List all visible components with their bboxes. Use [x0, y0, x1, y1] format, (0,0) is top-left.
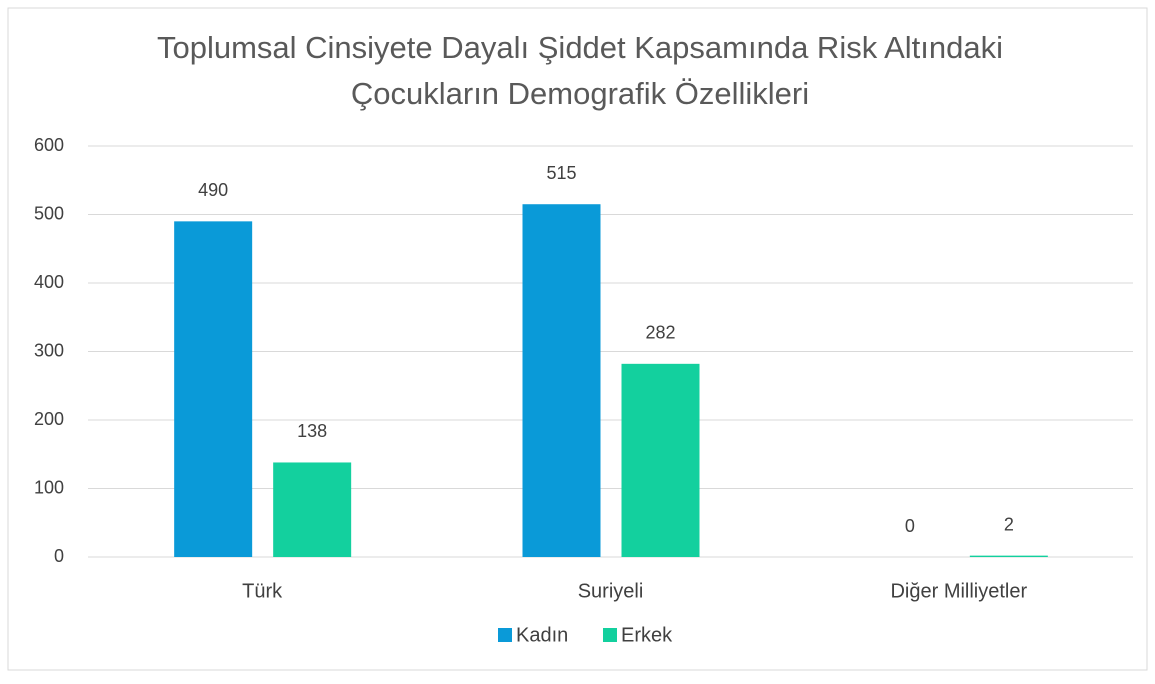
bar [621, 363, 700, 557]
y-tick-label: 600 [34, 135, 64, 155]
bar [273, 462, 352, 557]
bar [522, 204, 601, 557]
x-tick-label: Türk [242, 580, 283, 602]
data-label: 282 [645, 323, 675, 343]
legend-swatch [498, 628, 512, 642]
data-label: 2 [1004, 514, 1014, 534]
y-tick-label: 500 [34, 203, 64, 223]
chart-title: Çocukların Demografik Özellikleri [351, 76, 809, 111]
y-tick-label: 0 [54, 546, 64, 566]
legend-label: Erkek [621, 624, 673, 646]
data-label: 490 [198, 180, 228, 200]
x-tick-label: Suriyeli [578, 580, 644, 602]
y-tick-label: 400 [34, 272, 64, 292]
y-tick-label: 200 [34, 409, 64, 429]
data-label: 0 [905, 516, 915, 536]
legend-swatch [603, 628, 617, 642]
bar [174, 221, 253, 557]
data-label: 515 [546, 163, 576, 183]
y-tick-label: 100 [34, 477, 64, 497]
x-tick-label: Diğer Milliyetler [890, 580, 1027, 602]
chart-title: Toplumsal Cinsiyete Dayalı Şiddet Kapsam… [157, 30, 1003, 65]
bar [969, 555, 1048, 557]
data-label: 138 [297, 421, 327, 441]
y-tick-label: 300 [34, 340, 64, 360]
legend-label: Kadın [516, 624, 568, 646]
